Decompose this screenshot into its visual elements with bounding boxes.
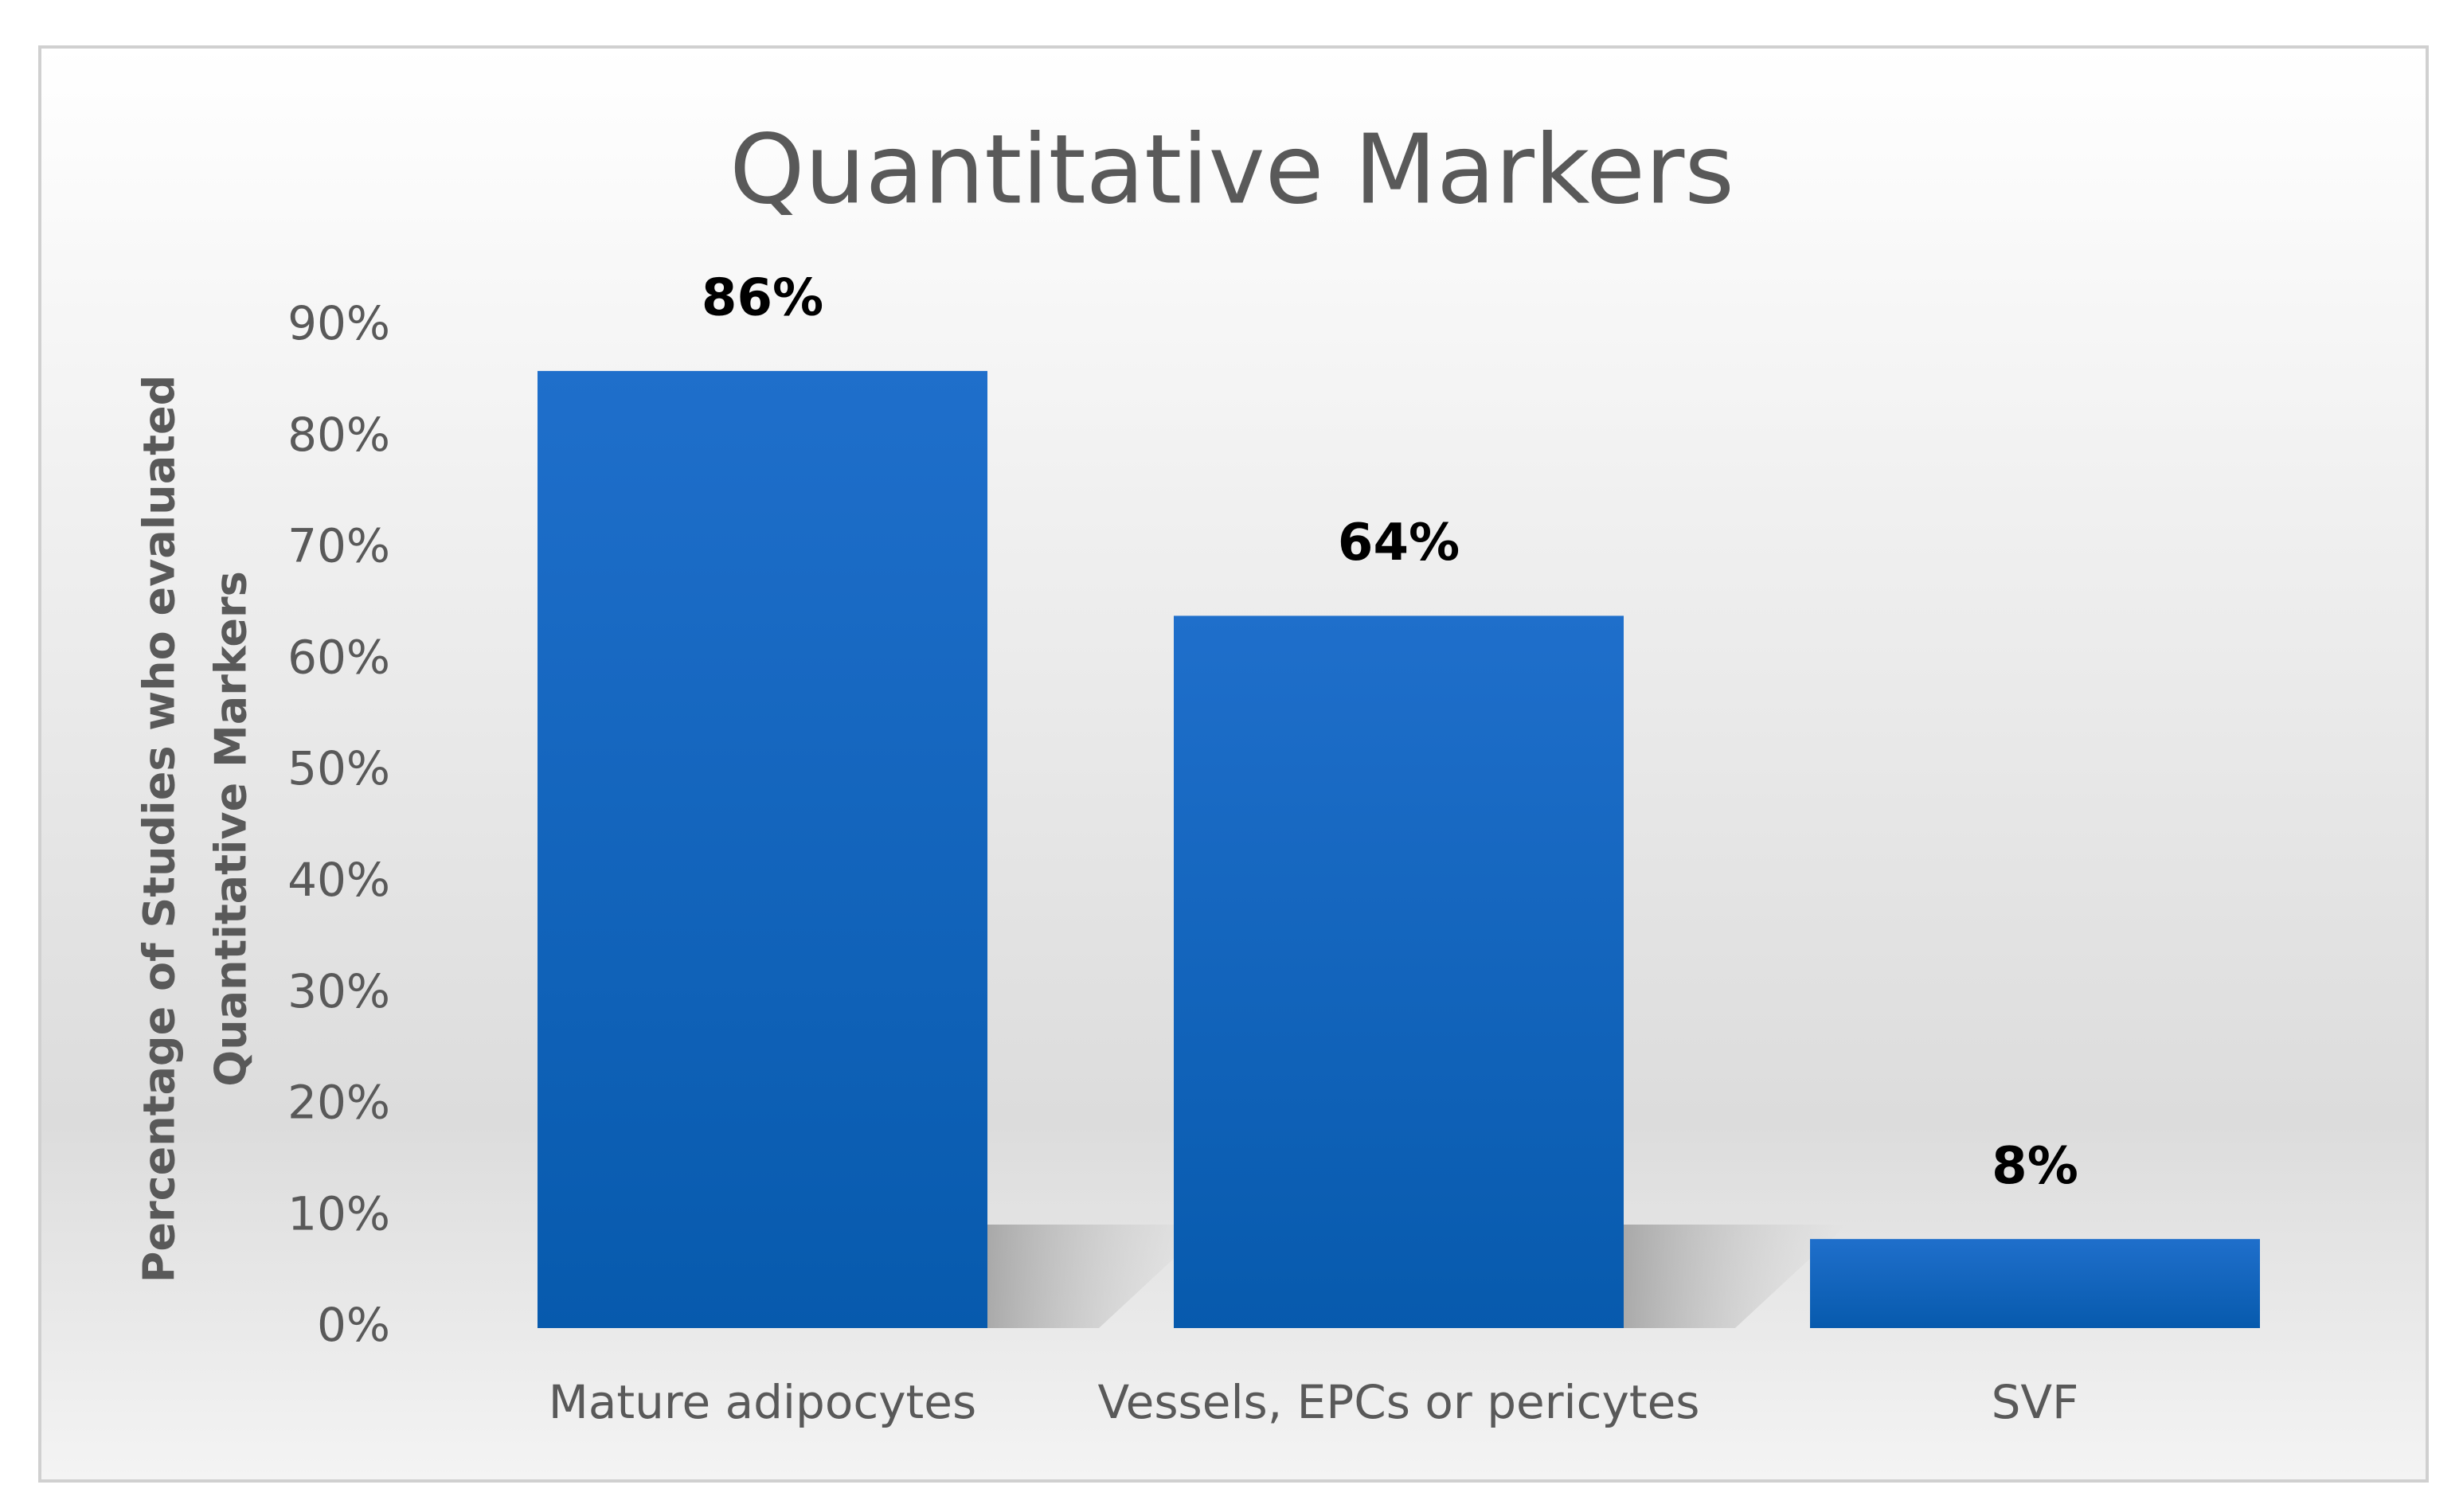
y-tick-label: 40% — [287, 853, 390, 907]
y-tick-label: 80% — [287, 408, 390, 462]
bar — [1174, 615, 1624, 1328]
y-tick-label: 0% — [317, 1298, 390, 1352]
chart-title: Quantitative Markers — [729, 115, 1734, 226]
data-label: 86% — [702, 268, 823, 327]
bar-shadow — [987, 1225, 1210, 1328]
y-axis-label: Percentage of Studies who evaluated Quan… — [135, 375, 256, 1283]
bar — [538, 370, 987, 1328]
y-tick-label: 90% — [287, 296, 390, 350]
x-tick-label: SVF — [1992, 1375, 2079, 1429]
data-label: 8% — [1992, 1137, 2078, 1196]
data-label: 64% — [1338, 514, 1460, 572]
y-axis-label-line: Quantitative Markers — [206, 571, 256, 1086]
y-tick-label: 50% — [287, 741, 390, 795]
y-tick-label: 20% — [287, 1076, 390, 1130]
y-tick-label: 60% — [287, 630, 390, 684]
y-tick-label: 10% — [287, 1186, 390, 1240]
bar-shadow — [1624, 1225, 1847, 1328]
x-tick-label: Vessels, EPCs or pericytes — [1097, 1375, 1699, 1429]
y-tick-label: 70% — [287, 519, 390, 573]
y-tick-label: 30% — [287, 964, 390, 1018]
y-axis-label-line: Percentage of Studies who evaluated — [135, 375, 185, 1283]
bar — [1810, 1239, 2260, 1328]
x-tick-label: Mature adipocytes — [549, 1375, 976, 1429]
